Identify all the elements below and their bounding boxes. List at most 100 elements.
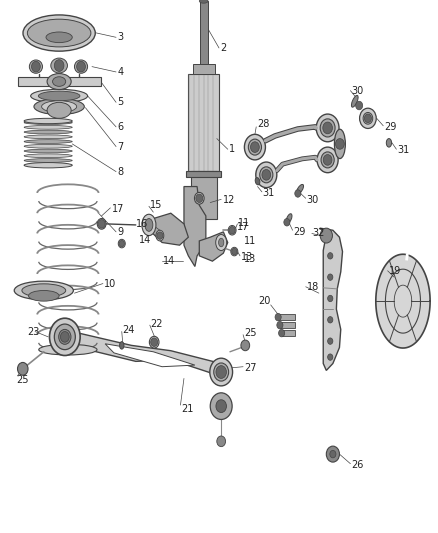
Ellipse shape	[24, 135, 72, 139]
Ellipse shape	[360, 108, 376, 128]
Text: 29: 29	[293, 227, 306, 237]
Circle shape	[323, 155, 332, 165]
Ellipse shape	[118, 239, 125, 248]
Bar	[280, 322, 295, 328]
Text: 6: 6	[117, 122, 124, 132]
Circle shape	[157, 232, 163, 239]
Text: 30: 30	[307, 195, 319, 205]
Ellipse shape	[255, 177, 260, 185]
Ellipse shape	[219, 238, 224, 247]
Polygon shape	[320, 228, 343, 370]
Text: 10: 10	[104, 279, 117, 288]
Text: 29: 29	[384, 122, 396, 132]
Text: 13: 13	[241, 252, 253, 262]
Ellipse shape	[248, 139, 261, 155]
Text: 19: 19	[389, 266, 401, 276]
Text: 8: 8	[117, 167, 124, 176]
Ellipse shape	[156, 230, 164, 241]
Circle shape	[328, 274, 333, 280]
Ellipse shape	[286, 214, 292, 223]
Ellipse shape	[231, 247, 238, 256]
Polygon shape	[376, 254, 430, 348]
Circle shape	[328, 317, 333, 323]
Ellipse shape	[244, 134, 265, 160]
Ellipse shape	[49, 318, 80, 356]
Text: 27: 27	[244, 363, 257, 373]
Ellipse shape	[28, 290, 59, 301]
Ellipse shape	[42, 101, 77, 112]
Circle shape	[216, 366, 226, 378]
Text: 17: 17	[112, 204, 124, 214]
Circle shape	[217, 436, 226, 447]
Ellipse shape	[47, 74, 71, 90]
Circle shape	[196, 194, 203, 203]
Text: 18: 18	[307, 282, 319, 292]
Text: 24: 24	[123, 326, 135, 335]
Text: 22: 22	[151, 319, 163, 329]
Circle shape	[364, 114, 371, 123]
Text: 11: 11	[244, 236, 257, 246]
Ellipse shape	[59, 329, 71, 344]
Ellipse shape	[24, 149, 72, 153]
Ellipse shape	[29, 60, 42, 74]
Bar	[186, 171, 221, 177]
Ellipse shape	[145, 219, 153, 231]
Text: 21: 21	[181, 405, 194, 414]
Bar	[200, 1, 208, 64]
Ellipse shape	[47, 102, 71, 118]
Ellipse shape	[228, 225, 236, 235]
Polygon shape	[105, 344, 195, 367]
Circle shape	[216, 400, 226, 413]
Ellipse shape	[351, 95, 358, 107]
Ellipse shape	[22, 284, 66, 297]
Polygon shape	[151, 213, 188, 245]
Ellipse shape	[34, 99, 84, 115]
Text: 11: 11	[238, 218, 251, 228]
Ellipse shape	[27, 19, 91, 47]
Ellipse shape	[51, 58, 67, 73]
Ellipse shape	[142, 214, 156, 236]
Ellipse shape	[14, 281, 74, 300]
Ellipse shape	[31, 89, 88, 102]
Ellipse shape	[214, 363, 229, 381]
Text: 20: 20	[258, 296, 271, 306]
Ellipse shape	[24, 120, 72, 124]
Text: 26: 26	[351, 460, 364, 470]
Polygon shape	[191, 171, 217, 219]
Circle shape	[119, 240, 124, 247]
Circle shape	[60, 332, 69, 342]
Ellipse shape	[335, 130, 346, 159]
Polygon shape	[199, 232, 228, 261]
Ellipse shape	[363, 112, 373, 124]
Text: 25: 25	[17, 375, 29, 385]
Ellipse shape	[194, 192, 204, 204]
Circle shape	[262, 169, 271, 180]
Circle shape	[210, 393, 232, 419]
Bar	[282, 330, 295, 336]
Text: 12: 12	[223, 196, 235, 205]
Ellipse shape	[74, 60, 88, 74]
Circle shape	[320, 228, 332, 243]
Ellipse shape	[24, 130, 72, 134]
Circle shape	[275, 313, 281, 321]
Ellipse shape	[210, 358, 233, 386]
Ellipse shape	[320, 119, 335, 137]
Ellipse shape	[386, 139, 392, 147]
Text: 31: 31	[397, 146, 410, 155]
Text: 31: 31	[263, 188, 275, 198]
Circle shape	[328, 295, 333, 302]
Circle shape	[54, 60, 64, 71]
Text: 14: 14	[163, 256, 175, 266]
Ellipse shape	[24, 163, 72, 168]
Text: 1: 1	[229, 144, 235, 154]
Circle shape	[77, 61, 85, 72]
Circle shape	[328, 253, 333, 259]
Ellipse shape	[24, 118, 72, 124]
Bar	[193, 64, 215, 74]
Ellipse shape	[120, 342, 124, 349]
Circle shape	[18, 362, 28, 375]
Text: 2: 2	[220, 43, 226, 53]
Circle shape	[98, 220, 105, 228]
Text: 32: 32	[313, 229, 325, 238]
Ellipse shape	[54, 324, 75, 350]
